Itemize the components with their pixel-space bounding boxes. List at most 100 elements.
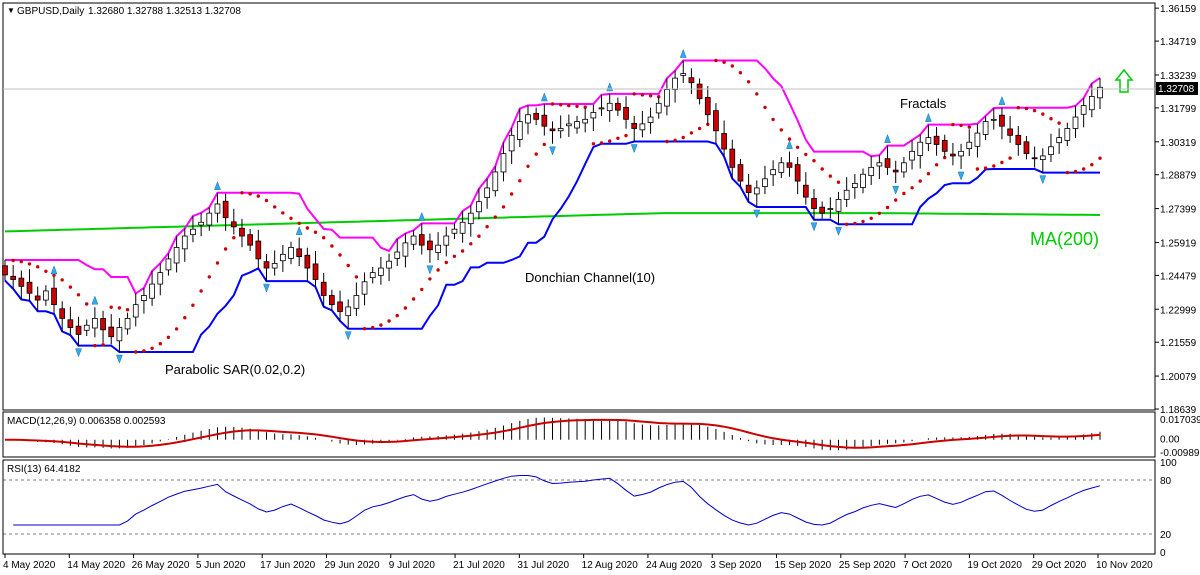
candle-body: [173, 247, 180, 264]
price-tick-label: 1.30319: [1160, 138, 1197, 149]
candle-body: [1072, 116, 1079, 129]
sar-dot: [755, 92, 759, 96]
sar-dot: [967, 125, 971, 129]
sar-dot: [362, 327, 367, 331]
price-tick-label: 1.25919: [1160, 238, 1197, 249]
time-tick-label: 7 Oct 2020: [903, 560, 952, 571]
fractal-down-icon: [426, 265, 434, 275]
sar-dot: [689, 131, 694, 135]
price-tick-label: 1.33239: [1160, 71, 1197, 82]
sar-dot: [240, 191, 244, 195]
sar-dot: [199, 289, 203, 293]
sar-dot: [567, 103, 571, 108]
sar-dot: [951, 122, 955, 127]
macd-layer: 0.017039 0.00 -0.009897: [4, 415, 1200, 459]
sar-dot: [191, 303, 195, 307]
candle-body: [868, 166, 875, 177]
time-axis: 4 May 2020 14 May 2020 26 May 2020 5 Jun 20…: [3, 554, 1153, 571]
sar-dot: [428, 277, 432, 281]
candle-body: [18, 277, 25, 287]
candle-body: [1023, 141, 1030, 155]
time-tick-label: 26 May 2020: [132, 560, 190, 571]
sar-dot: [150, 346, 154, 350]
candle-body: [484, 187, 490, 198]
sar-dot: [706, 122, 710, 127]
sar-dot: [877, 211, 882, 215]
sar-dot: [395, 313, 399, 318]
fractal-down-icon: [344, 331, 352, 341]
donchian-lower-line: [4, 140, 1100, 353]
sar-dot: [575, 104, 579, 109]
fractal-down-icon: [892, 185, 900, 195]
rsi-tick-label: 80: [1160, 476, 1172, 487]
candle-body: [631, 123, 638, 129]
fractal-up-icon: [786, 139, 793, 149]
sar-dot: [616, 136, 620, 140]
candle-body: [386, 260, 392, 269]
candle-body: [230, 221, 237, 228]
sar-dot: [379, 323, 383, 327]
candle-body: [239, 227, 245, 237]
candle-body: [647, 116, 654, 123]
candle-body: [304, 254, 311, 269]
sar-annotation: Parabolic SAR(0.02,0.2): [165, 362, 305, 377]
candle-body: [672, 77, 678, 90]
sar-dot: [779, 128, 783, 132]
fractal-down-icon: [1039, 175, 1047, 185]
candle-body: [664, 89, 670, 107]
sar-dot: [117, 306, 122, 310]
sar-dot: [657, 95, 661, 99]
sar-dot: [820, 167, 824, 171]
macd-tick-label: 0.017039: [1160, 415, 1200, 426]
sar-dot: [289, 216, 293, 220]
fractal-down-icon: [810, 222, 818, 232]
time-tick-label: 3 Sep 2020: [710, 560, 762, 571]
candle-body: [59, 308, 66, 319]
candle-body: [590, 112, 597, 119]
fractal-up-icon: [679, 48, 687, 58]
sar-dot: [101, 343, 105, 347]
time-tick-label: 21 Jul 2020: [453, 560, 505, 571]
sar-layer: [11, 58, 1102, 354]
candle-body: [132, 304, 139, 318]
candle-body: [10, 275, 17, 280]
candle-body: [958, 150, 964, 157]
sar-dot: [608, 139, 612, 143]
macd-tick-label: 0.00: [1160, 435, 1180, 446]
candle-body: [892, 169, 899, 173]
sar-dot: [845, 222, 849, 226]
candle-body: [811, 198, 817, 209]
time-tick-label: 25 Sep 2020: [839, 560, 896, 571]
rsi-line: [13, 475, 1101, 526]
sar-dot: [403, 306, 408, 310]
candle-body: [1031, 157, 1038, 160]
sar-dot: [697, 126, 702, 131]
candle-body: [320, 281, 327, 296]
candle-body: [83, 324, 90, 331]
candle-body: [565, 123, 572, 127]
sar-dot: [76, 293, 81, 297]
candle-body: [402, 242, 409, 257]
candle-body: [950, 153, 956, 157]
fractal-up-icon: [884, 133, 891, 143]
sar-dot: [109, 305, 113, 309]
candle-body: [157, 272, 164, 285]
sar-dot: [910, 186, 914, 190]
candle-body: [378, 267, 384, 276]
candle-body: [394, 251, 401, 259]
candle-body: [345, 306, 352, 317]
sar-dot: [509, 192, 514, 196]
sar-dot: [297, 221, 301, 225]
sar-dot: [722, 60, 726, 64]
sar-dot: [763, 105, 767, 110]
sar-dot: [943, 155, 947, 160]
candle-body: [1048, 146, 1054, 155]
sar-dot: [1041, 112, 1045, 116]
macd-panel-frame: [2, 411, 1156, 458]
price-tick-label: 1.36159: [1160, 4, 1197, 15]
rsi-layer: 100 80 20 0: [3, 458, 1177, 559]
sar-dot: [11, 258, 15, 263]
fractal-layer: [50, 48, 1047, 364]
sar-dot: [861, 219, 865, 224]
